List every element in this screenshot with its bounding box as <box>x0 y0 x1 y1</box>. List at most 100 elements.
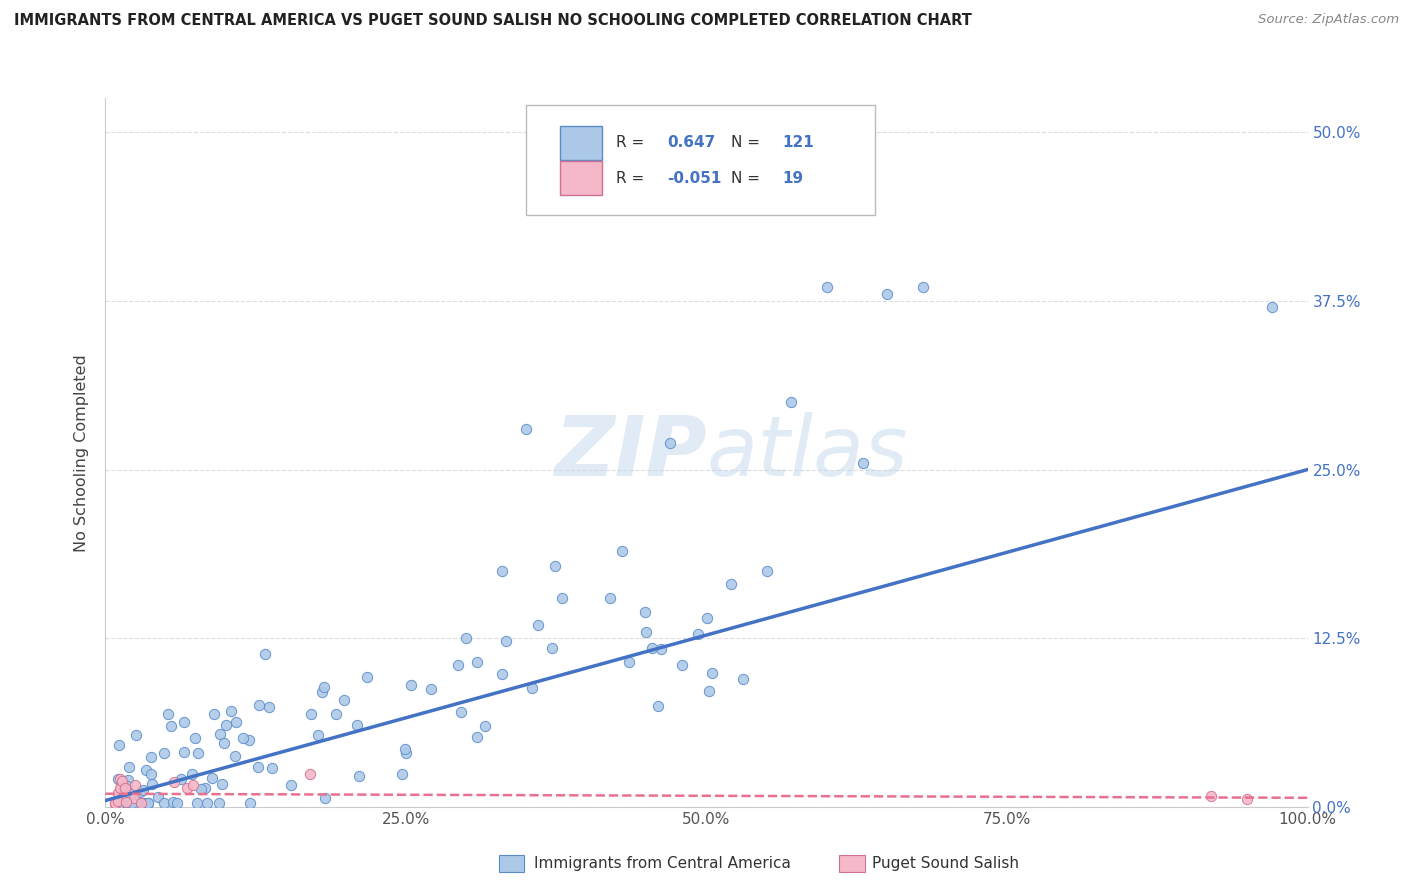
Point <box>124 778 146 792</box>
Point <box>111 796 134 810</box>
Point <box>129 796 152 810</box>
Point <box>238 796 260 810</box>
Point <box>108 796 131 810</box>
Point <box>212 736 235 750</box>
Point <box>465 730 488 744</box>
Point <box>447 658 470 673</box>
Point <box>184 731 207 746</box>
Point <box>124 796 146 810</box>
Point <box>181 766 204 780</box>
Point <box>641 641 664 656</box>
Point <box>333 693 356 707</box>
Point <box>420 682 443 697</box>
Point <box>262 761 284 775</box>
Point <box>467 656 489 670</box>
Point <box>117 773 139 788</box>
Point <box>153 796 176 810</box>
Point <box>298 767 321 781</box>
Point <box>280 778 302 792</box>
Point <box>141 749 163 764</box>
Point <box>115 795 138 809</box>
Bar <box>839 855 865 872</box>
Point <box>186 796 208 810</box>
Text: ZIP: ZIP <box>554 412 707 493</box>
Point <box>111 779 134 793</box>
Point <box>120 787 142 801</box>
Point <box>211 777 233 791</box>
Text: Immigrants from Central America: Immigrants from Central America <box>534 856 792 871</box>
Point <box>139 767 162 781</box>
Point <box>755 564 778 578</box>
Point <box>170 772 193 787</box>
Point <box>125 796 148 810</box>
Point <box>253 647 276 661</box>
Point <box>491 667 513 681</box>
Point <box>647 698 669 713</box>
Point <box>238 732 260 747</box>
Point <box>138 796 160 810</box>
Point <box>115 796 138 810</box>
Point <box>107 796 129 810</box>
Point <box>202 707 225 722</box>
Point <box>107 772 129 786</box>
Point <box>173 714 195 729</box>
Point <box>311 684 333 698</box>
Point <box>347 769 370 783</box>
Point <box>201 771 224 785</box>
Text: IMMIGRANTS FROM CENTRAL AMERICA VS PUGET SOUND SALISH NO SCHOOLING COMPLETED COR: IMMIGRANTS FROM CENTRAL AMERICA VS PUGET… <box>14 13 972 29</box>
Point <box>852 456 875 470</box>
Point <box>219 704 242 718</box>
Point <box>495 634 517 648</box>
Point <box>114 796 136 810</box>
Text: 19: 19 <box>782 170 803 186</box>
Point <box>121 796 143 810</box>
Point <box>671 658 693 673</box>
Point <box>700 665 723 680</box>
Point <box>394 742 416 756</box>
Point <box>454 632 477 646</box>
Point <box>299 707 322 722</box>
Text: R =: R = <box>616 170 650 186</box>
Point <box>107 786 129 800</box>
Text: 121: 121 <box>782 136 814 150</box>
Point <box>135 763 157 777</box>
Text: -0.051: -0.051 <box>666 170 721 186</box>
Point <box>173 746 195 760</box>
Point <box>1236 792 1258 806</box>
FancyBboxPatch shape <box>526 105 875 215</box>
Y-axis label: No Schooling Completed: No Schooling Completed <box>75 354 90 551</box>
Point <box>247 760 270 774</box>
Point <box>136 796 159 810</box>
Point <box>108 796 131 810</box>
Point <box>111 773 134 788</box>
Point <box>208 796 231 810</box>
Point <box>232 731 254 745</box>
Point <box>731 672 754 686</box>
Point <box>225 715 247 730</box>
Point <box>187 746 209 760</box>
Point <box>257 700 280 714</box>
Point <box>1201 789 1223 804</box>
Point <box>152 746 174 760</box>
Point <box>117 779 139 793</box>
Point <box>314 791 336 805</box>
Point <box>160 719 183 733</box>
Point <box>650 642 672 657</box>
Point <box>194 780 217 795</box>
Point <box>181 778 204 792</box>
Point <box>325 707 347 722</box>
Point <box>118 760 141 774</box>
Point <box>114 796 136 810</box>
Text: N =: N = <box>731 136 765 150</box>
Point <box>720 577 742 591</box>
Point <box>107 794 129 808</box>
Point <box>129 784 152 798</box>
Point <box>308 728 330 742</box>
Point <box>125 728 148 742</box>
Point <box>129 796 152 810</box>
Point <box>312 680 335 694</box>
Point <box>166 796 188 810</box>
Point <box>527 618 550 632</box>
Point <box>515 422 537 436</box>
Point <box>114 780 136 795</box>
